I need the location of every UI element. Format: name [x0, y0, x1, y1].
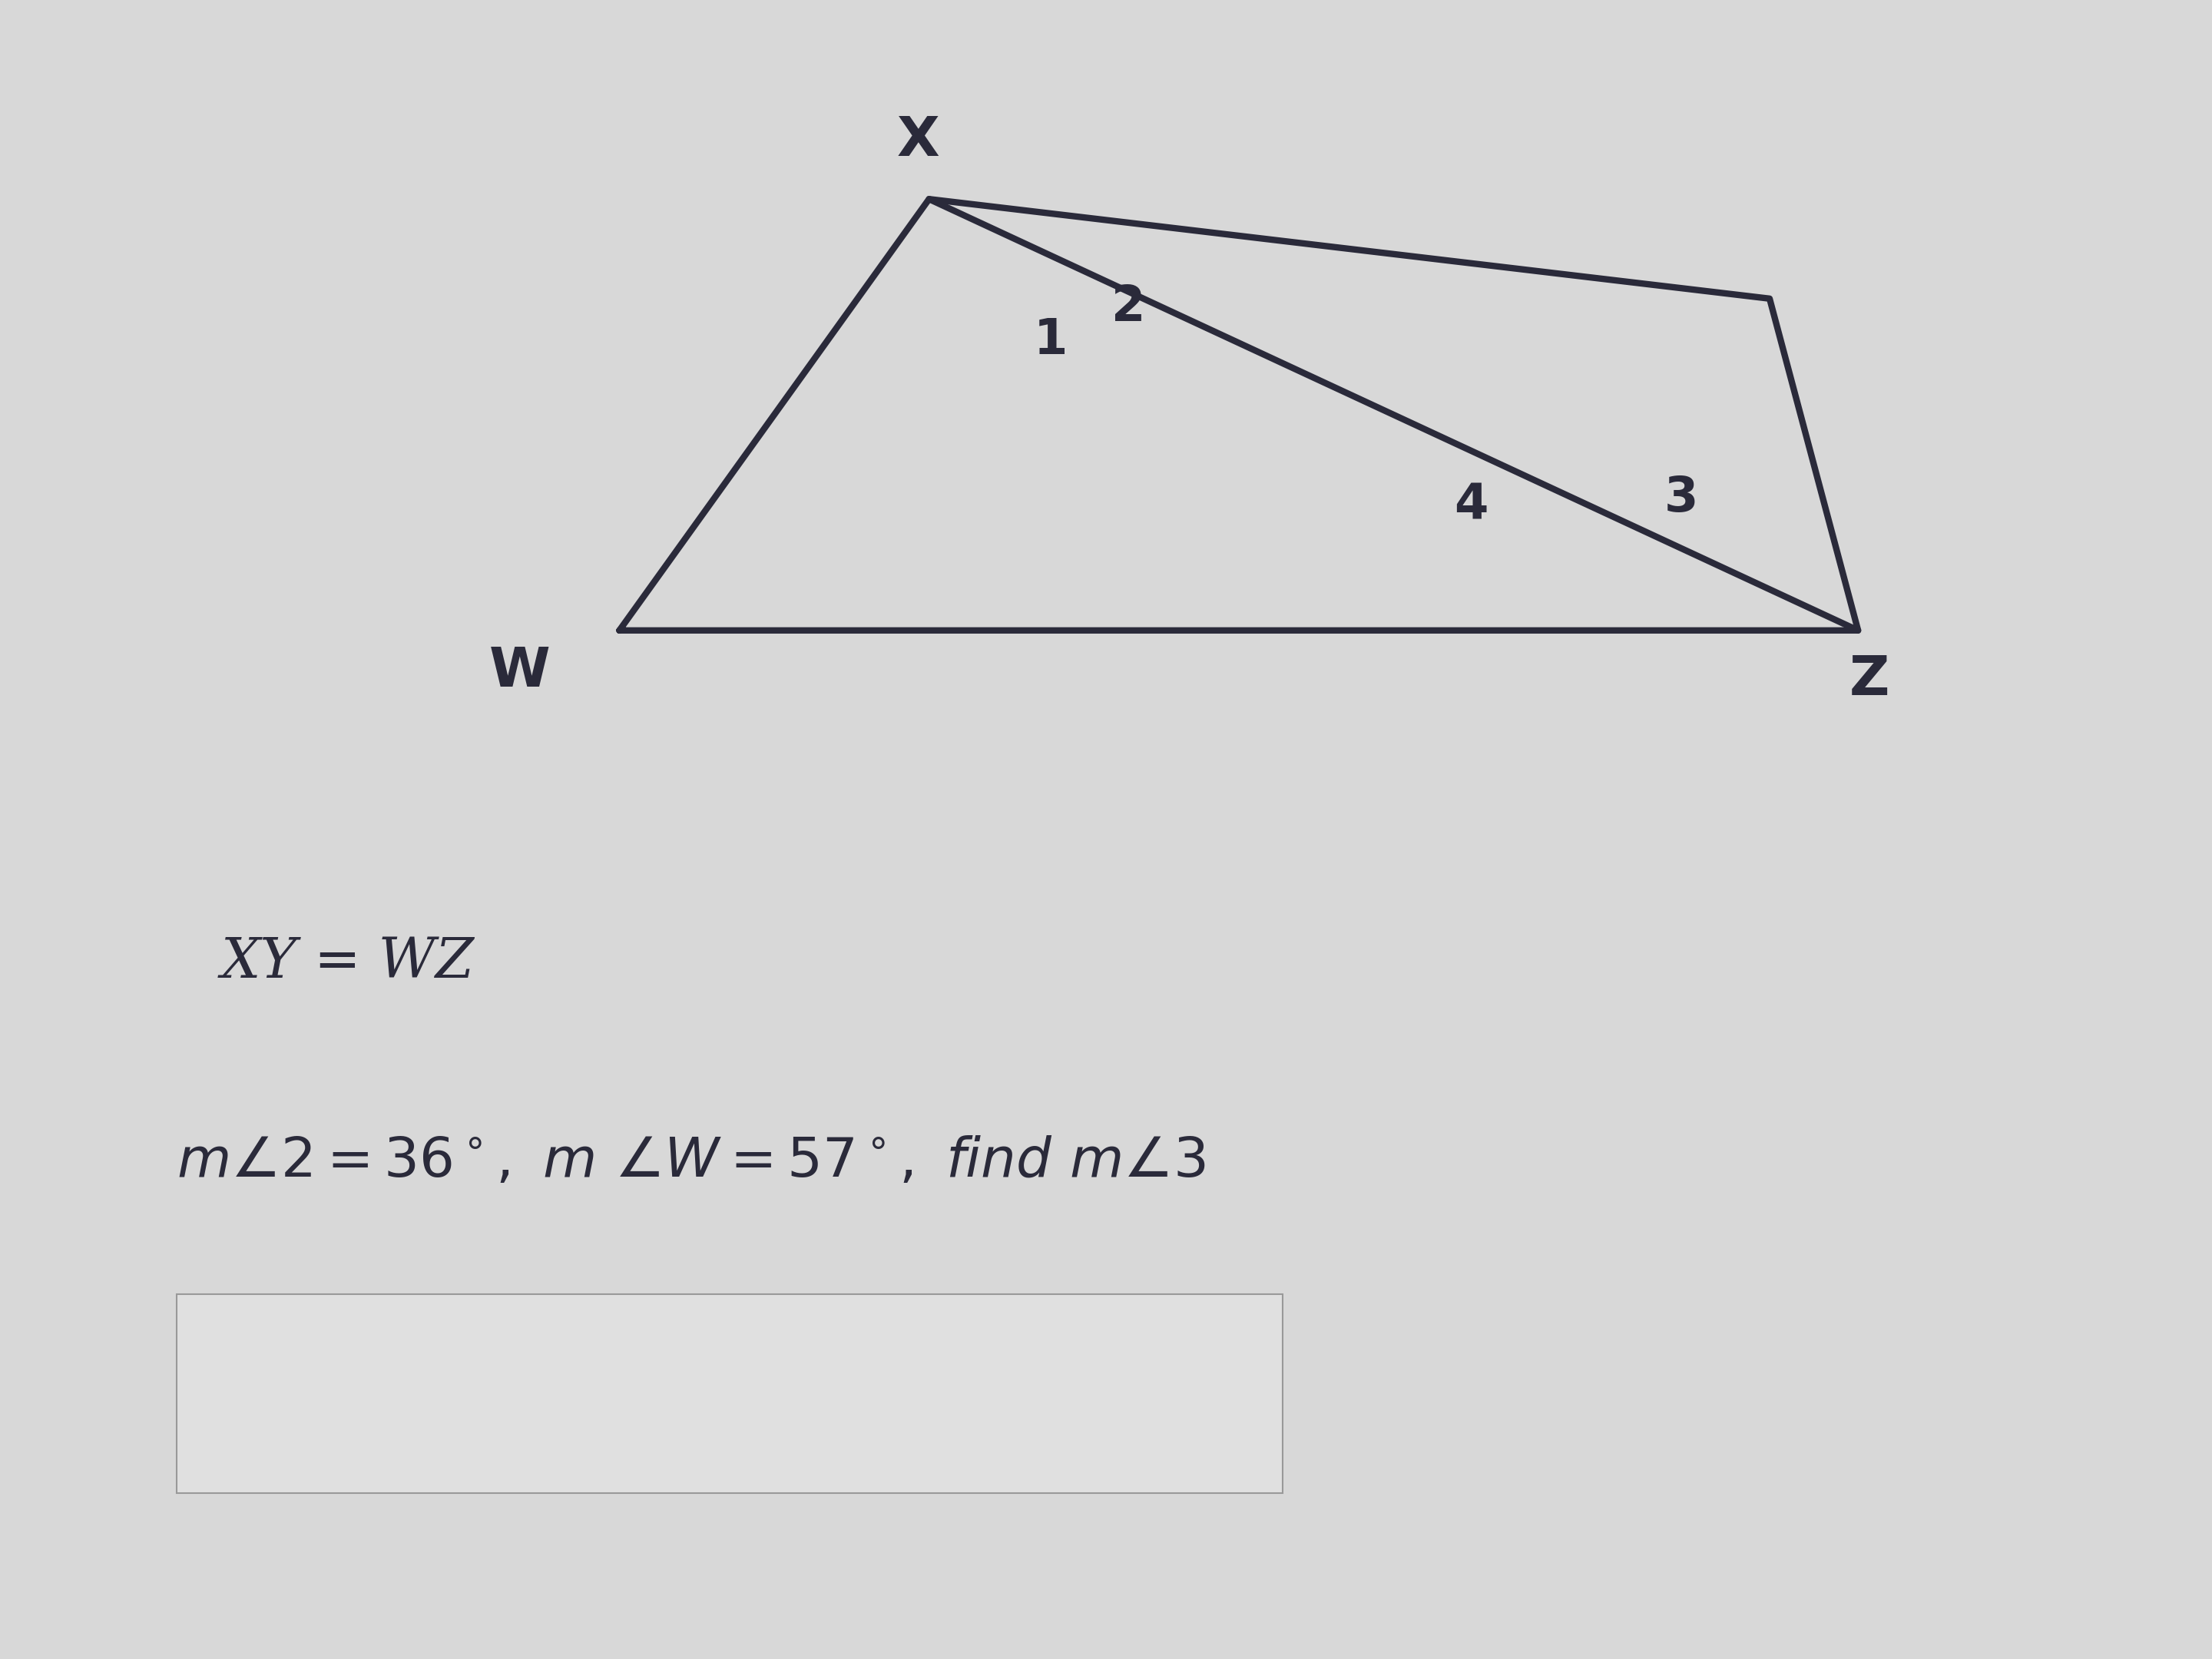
Text: 4: 4	[1453, 483, 1489, 529]
Text: 1: 1	[1033, 317, 1068, 363]
Text: X: X	[896, 114, 940, 168]
Text: $m\angle 2 = 36^\circ,\ m\ \angle W = 57^\circ,\ find\ m\angle 3$: $m\angle 2 = 36^\circ,\ m\ \angle W = 57…	[177, 1135, 1206, 1188]
Text: XY = WZ: XY = WZ	[221, 936, 476, 989]
Text: Z: Z	[1849, 654, 1889, 707]
Text: 3: 3	[1663, 474, 1699, 521]
FancyBboxPatch shape	[177, 1294, 1283, 1493]
Text: 2: 2	[1110, 284, 1146, 330]
Text: W: W	[489, 645, 551, 698]
